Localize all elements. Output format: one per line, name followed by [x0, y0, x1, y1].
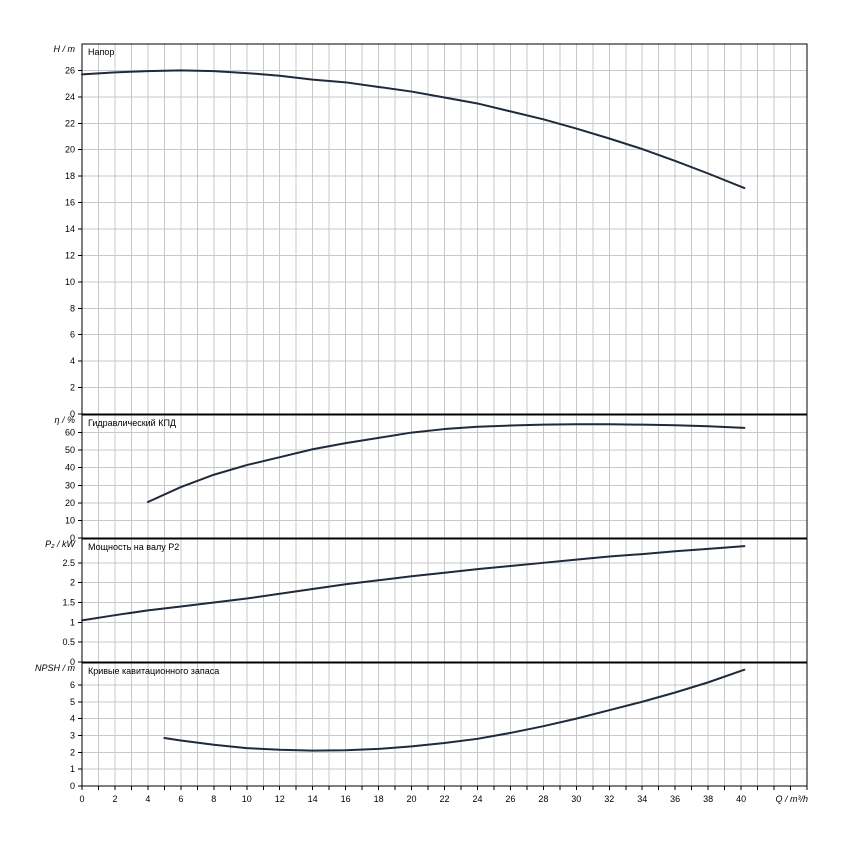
- panel-frame: [81, 414, 808, 539]
- y-tick-label: 4: [70, 356, 75, 366]
- x-tick-label: 6: [178, 794, 183, 804]
- x-tick-label: 18: [374, 794, 384, 804]
- y-tick-label: 2: [70, 383, 75, 393]
- y-tick-label: 10: [65, 277, 75, 287]
- y-tick-label: 5: [70, 697, 75, 707]
- y-tick-label: 40: [65, 463, 75, 473]
- y-tick-label: 0: [70, 409, 75, 419]
- x-tick-label: 16: [341, 794, 351, 804]
- series-line: [81, 545, 746, 622]
- y-tick-label: 50: [65, 445, 75, 455]
- y-tick-label: 1: [70, 617, 75, 627]
- panel-title: Кривые кавитационного запаса: [88, 666, 219, 676]
- x-tick-label: 26: [505, 794, 515, 804]
- panel-title: Мощность на валу P2: [88, 542, 179, 552]
- x-tick-label: 24: [472, 794, 482, 804]
- x-tick-label: 22: [439, 794, 449, 804]
- y-tick-label: 26: [65, 65, 75, 75]
- y-tick-label: 22: [65, 118, 75, 128]
- x-tick-label: 10: [242, 794, 252, 804]
- y-tick-label: 20: [65, 145, 75, 155]
- y-tick-label: 8: [70, 303, 75, 313]
- y-tick-label: 6: [70, 680, 75, 690]
- y-tick-label: 14: [65, 224, 75, 234]
- x-tick-label: 30: [571, 794, 581, 804]
- y-tick-label: 10: [65, 515, 75, 525]
- panel-frame: [81, 538, 808, 663]
- series-line: [163, 668, 746, 752]
- y-tick-label: 1.5: [62, 597, 75, 607]
- x-tick-label: 4: [145, 794, 150, 804]
- y-tick-label: 2: [70, 747, 75, 757]
- y-tick-label: 20: [65, 498, 75, 508]
- y-tick-label: 1: [70, 764, 75, 774]
- panel-title: Напор: [88, 47, 114, 57]
- y-tick-label: 0: [70, 781, 75, 791]
- y-tick-label: 0: [70, 657, 75, 667]
- x-tick-label: 12: [275, 794, 285, 804]
- x-tick-label: 36: [670, 794, 680, 804]
- y-tick-label: 16: [65, 198, 75, 208]
- series-line: [146, 423, 746, 503]
- x-tick-label: 40: [736, 794, 746, 804]
- y-axis-label: H / m: [54, 44, 76, 54]
- x-tick-label: 0: [79, 794, 84, 804]
- y-axis-label: η / %: [54, 415, 75, 425]
- y-axis-label: P₂ / kW: [45, 539, 76, 549]
- y-tick-label: 2.5: [62, 558, 75, 568]
- x-tick-label: 34: [637, 794, 647, 804]
- x-tick-label: 8: [211, 794, 216, 804]
- x-tick-label: 38: [703, 794, 713, 804]
- series-line: [81, 69, 746, 190]
- x-tick-label: 14: [308, 794, 318, 804]
- y-tick-label: 60: [65, 428, 75, 438]
- x-tick-label: 2: [112, 794, 117, 804]
- y-tick-label: 30: [65, 480, 75, 490]
- x-axis-label: Q / m³/h: [775, 794, 808, 804]
- y-axis-label: NPSH / m: [35, 663, 76, 673]
- y-tick-label: 0: [70, 533, 75, 543]
- y-tick-label: 24: [65, 92, 75, 102]
- x-tick-label: 28: [538, 794, 548, 804]
- y-tick-label: 0.5: [62, 637, 75, 647]
- y-tick-label: 4: [70, 714, 75, 724]
- panel-title: Гидравлический КПД: [88, 418, 176, 428]
- x-tick-label: 32: [604, 794, 614, 804]
- y-tick-label: 6: [70, 330, 75, 340]
- y-tick-label: 12: [65, 250, 75, 260]
- x-tick-label: 20: [407, 794, 417, 804]
- y-tick-label: 3: [70, 730, 75, 740]
- y-tick-label: 18: [65, 171, 75, 181]
- y-tick-label: 2: [70, 578, 75, 588]
